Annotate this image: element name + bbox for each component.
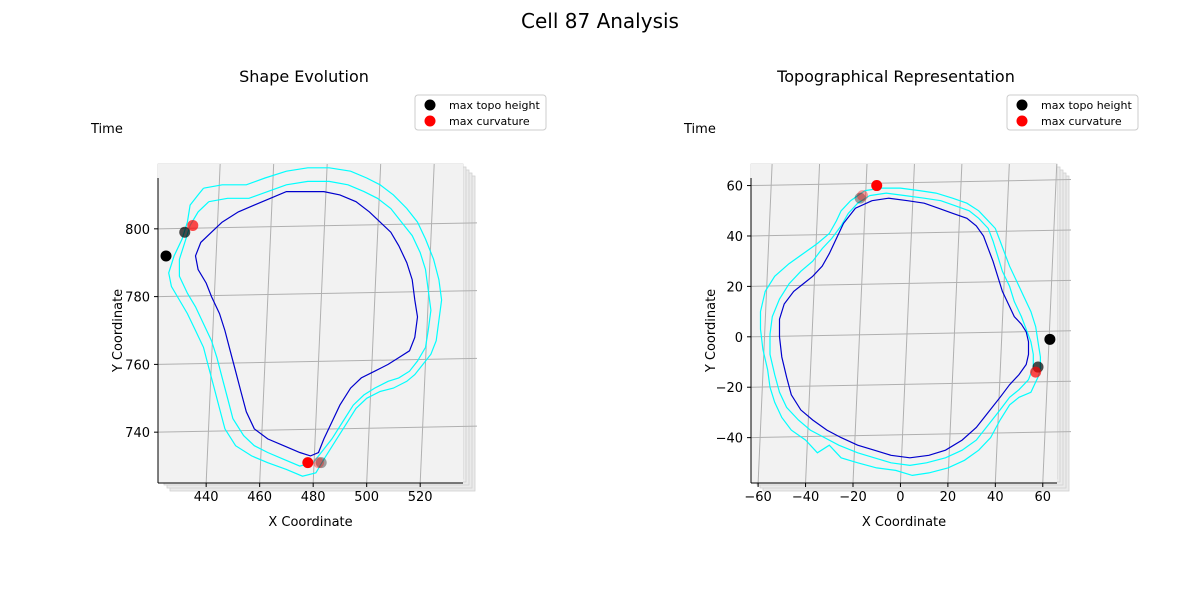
max-topo-height-marker: [1044, 333, 1056, 345]
plot-area: [751, 164, 1057, 483]
legend: max topo height max curvature: [1006, 94, 1139, 131]
max-curvature-marker: [187, 219, 199, 231]
y-tick-label: −40: [716, 432, 743, 447]
x-tick-label: 0: [896, 490, 904, 505]
legend-label: max topo height: [1041, 99, 1132, 112]
gridline-x: [419, 163, 435, 484]
legend-box: [1006, 94, 1139, 131]
gridline-y: [750, 380, 1072, 388]
legend-box: [414, 94, 547, 131]
legend: max topo height max curvature: [414, 94, 547, 131]
contour-line: [759, 187, 1042, 477]
max-topo-height-marker: [315, 457, 327, 469]
contour-line: [168, 167, 443, 477]
gridline-y: [750, 279, 1072, 287]
gridline-x: [1042, 163, 1058, 484]
figure-title: Cell 87 Analysis: [521, 9, 679, 33]
z-axis-label: Time: [90, 122, 123, 137]
x-tick-label: 460: [247, 490, 272, 505]
y-tick-label: 800: [125, 223, 150, 238]
max-topo-height-marker: [179, 226, 191, 238]
panel-title: Topographical Representation: [776, 67, 1015, 86]
gridline-x: [366, 163, 382, 484]
gridline-y: [157, 357, 478, 365]
y-axis-label: Y Coordinate: [704, 289, 719, 373]
max-curvature-marker: [871, 180, 883, 192]
y-tick-label: 20: [726, 280, 743, 295]
gridline-x: [947, 163, 963, 484]
x-tick-label: 480: [301, 490, 326, 505]
max-topo-height-marker: [854, 192, 866, 204]
x-tick-label: 500: [354, 490, 379, 505]
x-tick-label: 60: [1034, 490, 1051, 505]
x-tick-label: 40: [987, 490, 1004, 505]
x-axis-label: X Coordinate: [862, 515, 946, 530]
legend-marker: [424, 115, 436, 127]
z-axis-label: Time: [683, 122, 716, 137]
gridline-y: [157, 222, 478, 230]
current-contour-line: [194, 191, 419, 457]
y-tick-label: −20: [716, 381, 743, 396]
y-tick-label: 760: [125, 358, 150, 373]
legend-label: max topo height: [449, 99, 540, 112]
max-curvature-marker: [302, 457, 314, 469]
max-curvature-marker: [313, 457, 325, 469]
gridline-x: [899, 163, 915, 484]
gridline-y: [750, 330, 1072, 338]
x-axis-label: X Coordinate: [268, 515, 352, 530]
legend-marker: [1016, 99, 1028, 111]
contour-line: [769, 192, 1034, 467]
x-tick-label: 520: [408, 490, 433, 505]
x-tick-label: −20: [839, 490, 866, 505]
gridline-x: [757, 163, 773, 484]
legend-label: max curvature: [1041, 115, 1122, 128]
x-tick-label: −60: [744, 490, 771, 505]
legend-marker: [424, 99, 436, 111]
y-tick-label: 40: [726, 230, 743, 245]
y-tick-label: 0: [735, 331, 743, 346]
gridline-y: [750, 179, 1072, 187]
gridline-x: [805, 163, 821, 484]
legend-label: max curvature: [449, 115, 530, 128]
x-tick-label: 20: [940, 490, 957, 505]
legend-marker: [1016, 115, 1028, 127]
max-curvature-marker: [1030, 366, 1042, 378]
y-axis-label: Y Coordinate: [111, 289, 126, 373]
gridline-y: [750, 431, 1072, 439]
panel-topographical-representation: −60 −40 −20 0 20 40 60 −40 −20 0 20 40 60 Topographic…: [683, 67, 1139, 530]
max-curvature-marker: [856, 190, 868, 202]
y-tick-label: 60: [726, 180, 743, 195]
y-tick-label: 740: [125, 426, 150, 441]
x-tick-label: −40: [792, 490, 819, 505]
gridline-y: [157, 425, 478, 433]
x-tick-label: 440: [194, 490, 219, 505]
panel-shape-evolution: 440 460 480 500 520 740 760 780 800 Shape Evoluti…: [90, 67, 547, 530]
y-tick-label: 780: [125, 291, 150, 306]
gridline-x: [312, 163, 328, 484]
current-contour-line: [778, 197, 1030, 459]
panel-title: Shape Evolution: [239, 67, 369, 86]
gridline-x: [205, 163, 221, 484]
max-topo-height-marker: [160, 250, 172, 262]
contour-line: [178, 180, 432, 467]
gridline-y: [750, 229, 1072, 237]
gridline-x: [994, 163, 1010, 484]
gridline-x: [852, 163, 868, 484]
